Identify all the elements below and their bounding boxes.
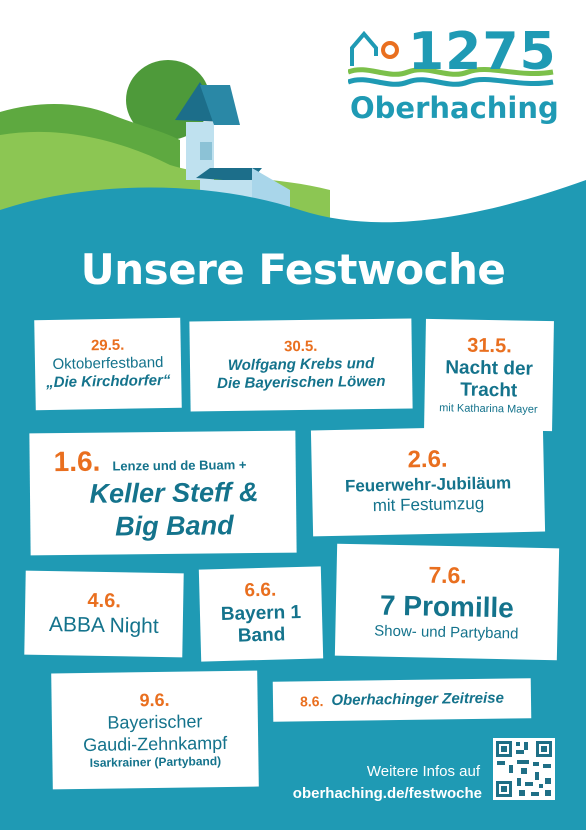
event-line: Die Bayerischen Löwen [216,372,386,393]
event-card-31-5: 31.5. Nacht der Tracht mit Katharina May… [424,318,554,432]
logo-wave-icon [348,67,554,87]
event-line: Band [237,624,286,648]
event-card-30-5: 30.5. Wolfgang Krebs und Die Bayerischen… [189,318,413,412]
qr-code-graphic [496,741,552,797]
event-line: Feuerwehr-Jubiläum [344,473,512,496]
event-line: ABBA Night [48,613,159,639]
event-line: Oberhachinger Zeitreise [331,689,505,709]
event-line: Show- und Partyband [374,622,519,643]
event-line: Wolfgang Krebs und [227,354,375,375]
event-header-row: 1.6. Lenze und de Buam + [53,443,247,479]
event-line: 7 Promille [379,589,515,624]
event-date: 6.6. [244,579,277,602]
event-line: Bayerischer [107,711,203,733]
event-date: 9.6. [139,690,170,711]
info-text: Weitere Infos auf [366,763,480,780]
event-card-4-6: 4.6. ABBA Night [24,570,184,658]
event-line: Big Band [114,510,234,542]
page-title: Unsere Festwoche [80,245,506,294]
event-card-2-6: 2.6. Feuerwehr-Jubiläum mit Festumzug [310,425,546,537]
event-line: mit Katharina Mayer [439,402,538,417]
event-line: Isarkrainer (Partyband) [89,754,222,771]
event-line: Oktoberfestband [52,354,164,373]
event-card-7-6: 7.6. 7 Promille Show- und Partyband [334,543,560,661]
event-date: 30.5. [283,337,318,356]
event-card-6-6: 6.6. Bayern 1 Band [198,566,324,662]
event-line: Bayern 1 [220,601,302,625]
logo: 1275 Oberhaching [348,26,559,140]
event-line: Tracht [460,379,518,402]
event-line: mit Festumzug [372,494,485,516]
event-pre: Lenze und de Buam + [112,456,247,474]
event-date: 2.6. [407,445,448,474]
event-line: „Die Kirchdorfer“ [46,371,171,392]
logo-town: Oberhaching [350,91,559,125]
event-date: 4.6. [87,590,122,613]
logo-year: 1275 [408,22,557,82]
event-date: 1.6. [53,445,101,477]
event-card-9-6: 9.6. Bayerischer Gaudi-Zehnkampf Isarkra… [51,670,259,790]
event-date: 7.6. [428,562,468,589]
event-date: 29.5. [90,336,125,355]
event-line: Nacht der [445,356,534,380]
event-card-1-6: 1.6. Lenze und de Buam + Keller Steff & … [29,430,297,556]
event-line: Gaudi-Zehnkampf [83,732,228,755]
info-url-link[interactable]: oberhaching.de/festwoche [292,785,482,802]
event-date: 31.5. [467,334,512,358]
logo-house-icon [350,30,399,66]
event-date: 8.6. [299,692,324,710]
event-card-29-5: 29.5. Oktoberfestband „Die Kirchdorfer“ [34,317,182,411]
event-card-8-6: 8.6. Oberhachinger Zeitreise [272,678,532,722]
qr-code-icon[interactable] [493,738,555,800]
event-line: Keller Steff & [89,477,259,510]
